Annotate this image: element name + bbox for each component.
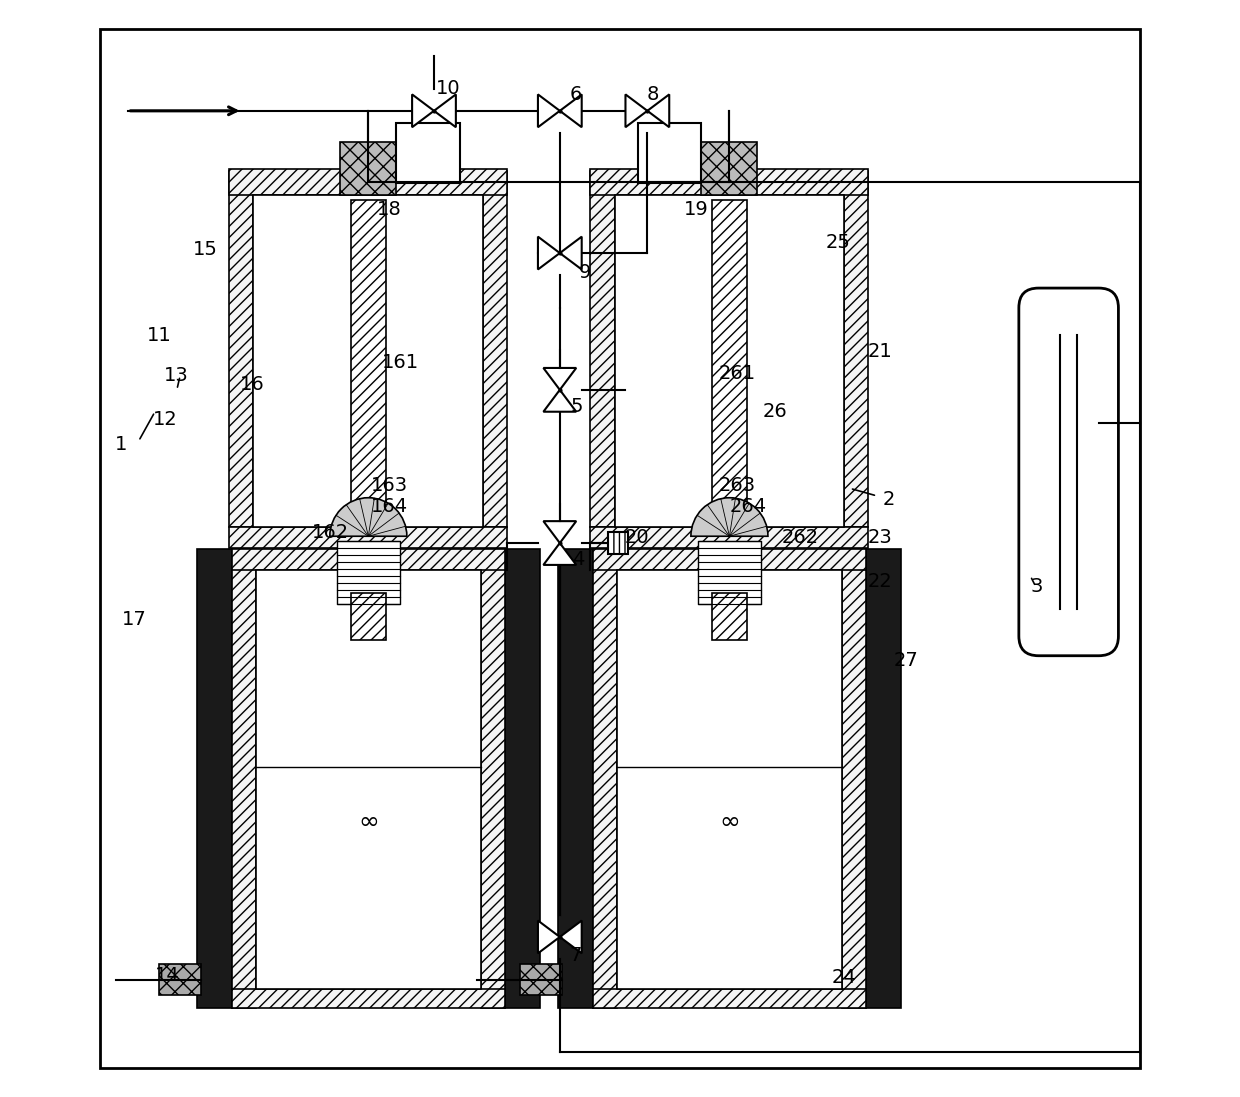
Bar [159, 964, 201, 995]
Polygon shape [412, 94, 434, 127]
Polygon shape [538, 920, 559, 953]
Text: 162: 162 [311, 522, 348, 542]
Bar [698, 542, 761, 603]
Polygon shape [559, 94, 582, 127]
Bar [615, 195, 844, 527]
Bar [232, 548, 505, 570]
Bar [481, 548, 505, 1008]
Bar [253, 195, 484, 527]
Wedge shape [330, 498, 407, 536]
Text: 9: 9 [578, 263, 590, 282]
Text: 10: 10 [436, 79, 461, 99]
Text: 264: 264 [729, 497, 766, 517]
Polygon shape [538, 237, 559, 270]
Bar [397, 123, 460, 183]
Text: 12: 12 [153, 410, 177, 429]
Text: 25: 25 [826, 233, 851, 251]
Text: 261: 261 [718, 364, 755, 383]
Text: 6: 6 [569, 84, 582, 104]
Text: 26: 26 [763, 403, 787, 421]
Bar [196, 548, 232, 1008]
Bar [351, 592, 386, 640]
Bar [842, 548, 867, 1008]
Text: 11: 11 [148, 326, 172, 344]
Text: 13: 13 [164, 366, 188, 385]
Text: 262: 262 [782, 528, 820, 547]
Wedge shape [691, 498, 768, 536]
Bar [712, 592, 746, 640]
Text: 263: 263 [718, 475, 755, 495]
Bar [521, 964, 562, 995]
Polygon shape [559, 237, 582, 270]
Bar [229, 169, 507, 195]
Text: 18: 18 [377, 200, 402, 218]
Text: 24: 24 [831, 968, 856, 987]
Bar [590, 169, 868, 195]
Text: 27: 27 [894, 651, 919, 669]
Bar [593, 548, 867, 570]
Bar [340, 143, 397, 195]
Bar [232, 548, 255, 1008]
Bar [484, 171, 507, 527]
Text: 15: 15 [193, 240, 218, 259]
Bar [593, 548, 616, 1008]
Text: 22: 22 [867, 572, 892, 591]
Bar [616, 570, 842, 988]
Polygon shape [543, 543, 577, 565]
Text: 8: 8 [646, 84, 658, 104]
Text: 4: 4 [572, 550, 584, 569]
FancyBboxPatch shape [1019, 289, 1118, 656]
Bar [844, 171, 868, 527]
Text: 7: 7 [569, 946, 582, 965]
Polygon shape [543, 389, 577, 411]
Bar [608, 532, 627, 554]
Text: ∞: ∞ [719, 810, 740, 834]
Polygon shape [625, 94, 647, 127]
Polygon shape [543, 521, 577, 543]
Text: 1: 1 [114, 436, 126, 454]
Bar [346, 289, 391, 331]
Bar [867, 548, 901, 1008]
Bar [593, 988, 867, 1008]
Text: 2: 2 [883, 489, 895, 509]
Bar [707, 289, 753, 331]
Polygon shape [543, 367, 577, 389]
Text: 5: 5 [570, 397, 583, 416]
Bar [505, 548, 541, 1008]
Text: 19: 19 [683, 200, 708, 218]
Text: 164: 164 [371, 497, 408, 517]
Bar [590, 527, 868, 548]
Text: 17: 17 [122, 610, 146, 629]
Polygon shape [559, 920, 582, 953]
Text: 14: 14 [155, 965, 180, 985]
Polygon shape [647, 94, 670, 127]
Bar [255, 570, 481, 988]
Text: 20: 20 [625, 528, 649, 547]
Bar [232, 988, 505, 1008]
Bar [558, 548, 593, 1008]
Text: ∞: ∞ [358, 810, 378, 834]
Polygon shape [434, 94, 456, 127]
Bar [637, 123, 702, 183]
Text: 16: 16 [241, 375, 265, 394]
Bar [229, 527, 507, 548]
Text: 163: 163 [371, 475, 408, 495]
Text: 3: 3 [1030, 577, 1043, 597]
Bar [712, 200, 746, 527]
Bar [590, 171, 615, 527]
Bar [337, 542, 399, 603]
Bar [351, 200, 386, 527]
Text: 161: 161 [382, 353, 419, 372]
Bar [229, 171, 253, 527]
Text: 21: 21 [867, 342, 892, 361]
Polygon shape [538, 94, 559, 127]
Text: 23: 23 [867, 528, 892, 547]
Bar [702, 143, 758, 195]
